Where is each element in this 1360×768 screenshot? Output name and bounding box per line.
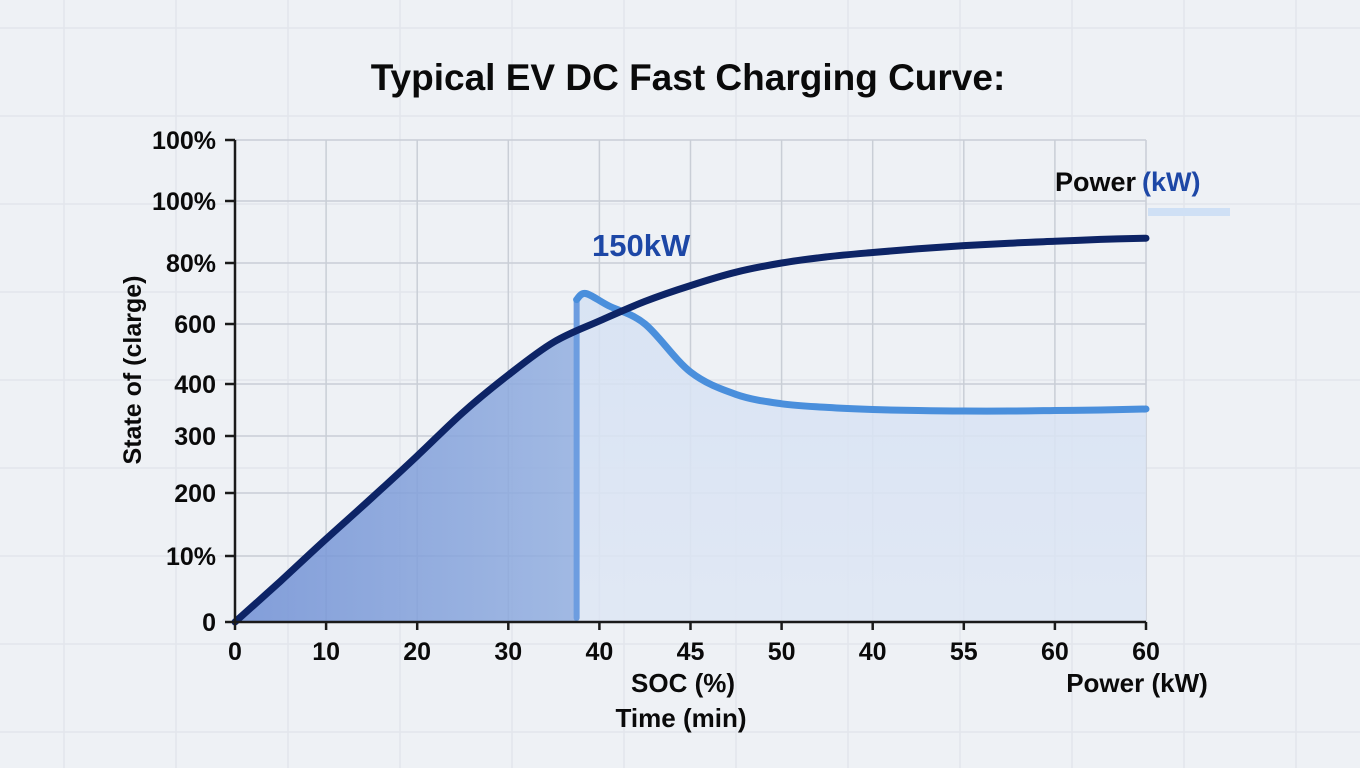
x-tick-label: 40 bbox=[859, 638, 887, 666]
x-tick-label: 40 bbox=[585, 638, 613, 666]
y-tick-label: 100% bbox=[152, 127, 216, 155]
x-tick-label: 50 bbox=[768, 638, 796, 666]
legend-swatch bbox=[1148, 208, 1230, 216]
tapering-area-fill bbox=[576, 293, 1146, 622]
legend-suffix: (kW) bbox=[1142, 167, 1200, 197]
x-tick-label: 10 bbox=[312, 638, 340, 666]
chart-title: Typical EV DC Fast Charging Curve: bbox=[371, 57, 1006, 98]
y-axis-label: State of (clarge) bbox=[119, 276, 147, 465]
y-tick-label: 80% bbox=[166, 250, 216, 278]
y-tick-label: 0 bbox=[202, 609, 216, 637]
y-tick-label: 10% bbox=[166, 543, 216, 571]
area-fills bbox=[235, 293, 1146, 622]
x-axis-right-label: Power (kW) bbox=[1066, 668, 1208, 698]
x-tick-label: 55 bbox=[950, 638, 978, 666]
axes: 0 10 20 30 40 45 50 40 55 60 60010%20030040060080%… bbox=[152, 127, 1160, 666]
legend-prefix: Power bbox=[1055, 167, 1137, 197]
x-tick-label: 30 bbox=[494, 638, 522, 666]
legend-entry: Power (kW) bbox=[1055, 167, 1201, 197]
series-lines bbox=[231, 234, 1150, 626]
y-tick-label: 600 bbox=[174, 311, 216, 339]
y-tick-label: 400 bbox=[174, 371, 216, 399]
x-tick-label: 60 bbox=[1041, 638, 1069, 666]
charged-area-fill bbox=[235, 331, 577, 622]
x-axis-label: SOC (%) bbox=[631, 668, 735, 698]
peak-power-annotation: 150kW bbox=[592, 228, 691, 263]
y-tick-label: 100% bbox=[152, 188, 216, 216]
x-tick-label: 0 bbox=[228, 638, 242, 666]
x-axis-secondary-label: Time (min) bbox=[616, 703, 747, 733]
x-tick-label: 20 bbox=[403, 638, 431, 666]
y-tick-label: 300 bbox=[174, 423, 216, 451]
soc-curve-line bbox=[231, 234, 1150, 626]
x-tick-label: 45 bbox=[677, 638, 705, 666]
y-tick-label: 200 bbox=[174, 480, 216, 508]
x-tick-label: 60 bbox=[1132, 638, 1160, 666]
